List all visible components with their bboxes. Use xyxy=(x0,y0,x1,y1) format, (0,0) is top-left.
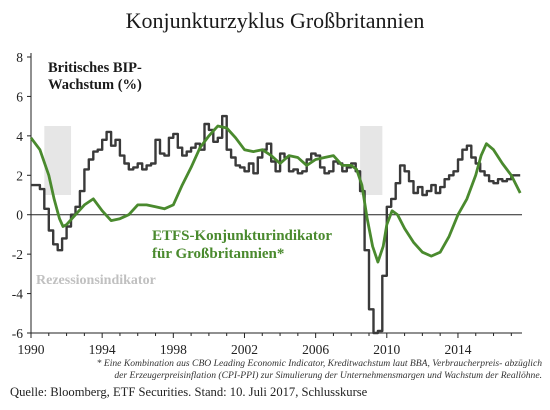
legend-indicator-line-1: ETFS-Konjunkturindikator xyxy=(152,228,332,244)
chart-labels: Britisches BIP-Wachstum (%) ETFS-Konjunkt… xyxy=(36,60,332,288)
x-tick-label: 2002 xyxy=(231,342,258,357)
y-tick-label: 6 xyxy=(16,89,23,104)
legend-gdp-line-2: Wachstum (%) xyxy=(48,77,142,93)
x-tick-label: 1994 xyxy=(89,342,116,357)
x-tick-label: 1998 xyxy=(160,342,187,357)
chart-title: Konjunkturzyklus Großbritannien xyxy=(125,8,425,33)
y-tick-label: 4 xyxy=(16,129,23,144)
series-etfs-indicator-line xyxy=(29,124,522,264)
recession-band xyxy=(44,126,72,195)
recession-band xyxy=(360,126,383,195)
x-tick-label: 2010 xyxy=(373,342,400,357)
series-gdp-growth-line xyxy=(31,114,521,335)
y-tick-label: -2 xyxy=(12,247,23,262)
axes: -6 -4 -2 0 2 4 6 8 1990 1994 1998 2002 2006 2010 2014 xyxy=(12,50,522,357)
series xyxy=(29,114,522,335)
y-tick-label: 0 xyxy=(16,208,23,223)
footnote-line-1: * Eine Kombination aus CBO Leading Econo… xyxy=(96,358,542,369)
footnote-line-2: der Erzeugerpreisinflation (CPI-PPI) zur… xyxy=(114,370,542,381)
x-tick-label: 1990 xyxy=(18,342,45,357)
y-tick-label: 8 xyxy=(16,50,23,65)
recession-bands xyxy=(44,126,383,195)
x-tick-label: 2006 xyxy=(302,342,329,357)
source-note: Quelle: Bloomberg, ETF Securities. Stand… xyxy=(10,385,368,399)
recession-label: Rezessionsindikator xyxy=(36,273,156,288)
footnote: * Eine Kombination aus CBO Leading Econo… xyxy=(18,358,542,382)
y-tick-label: 2 xyxy=(16,168,23,183)
x-tick-label: 2014 xyxy=(444,342,471,357)
y-tick-label: -6 xyxy=(12,326,23,341)
legend-gdp-line-1: Britisches BIP- xyxy=(48,60,142,76)
y-tick-label: -4 xyxy=(12,287,23,302)
legend-indicator-line-2: für Großbritannien* xyxy=(152,246,284,262)
